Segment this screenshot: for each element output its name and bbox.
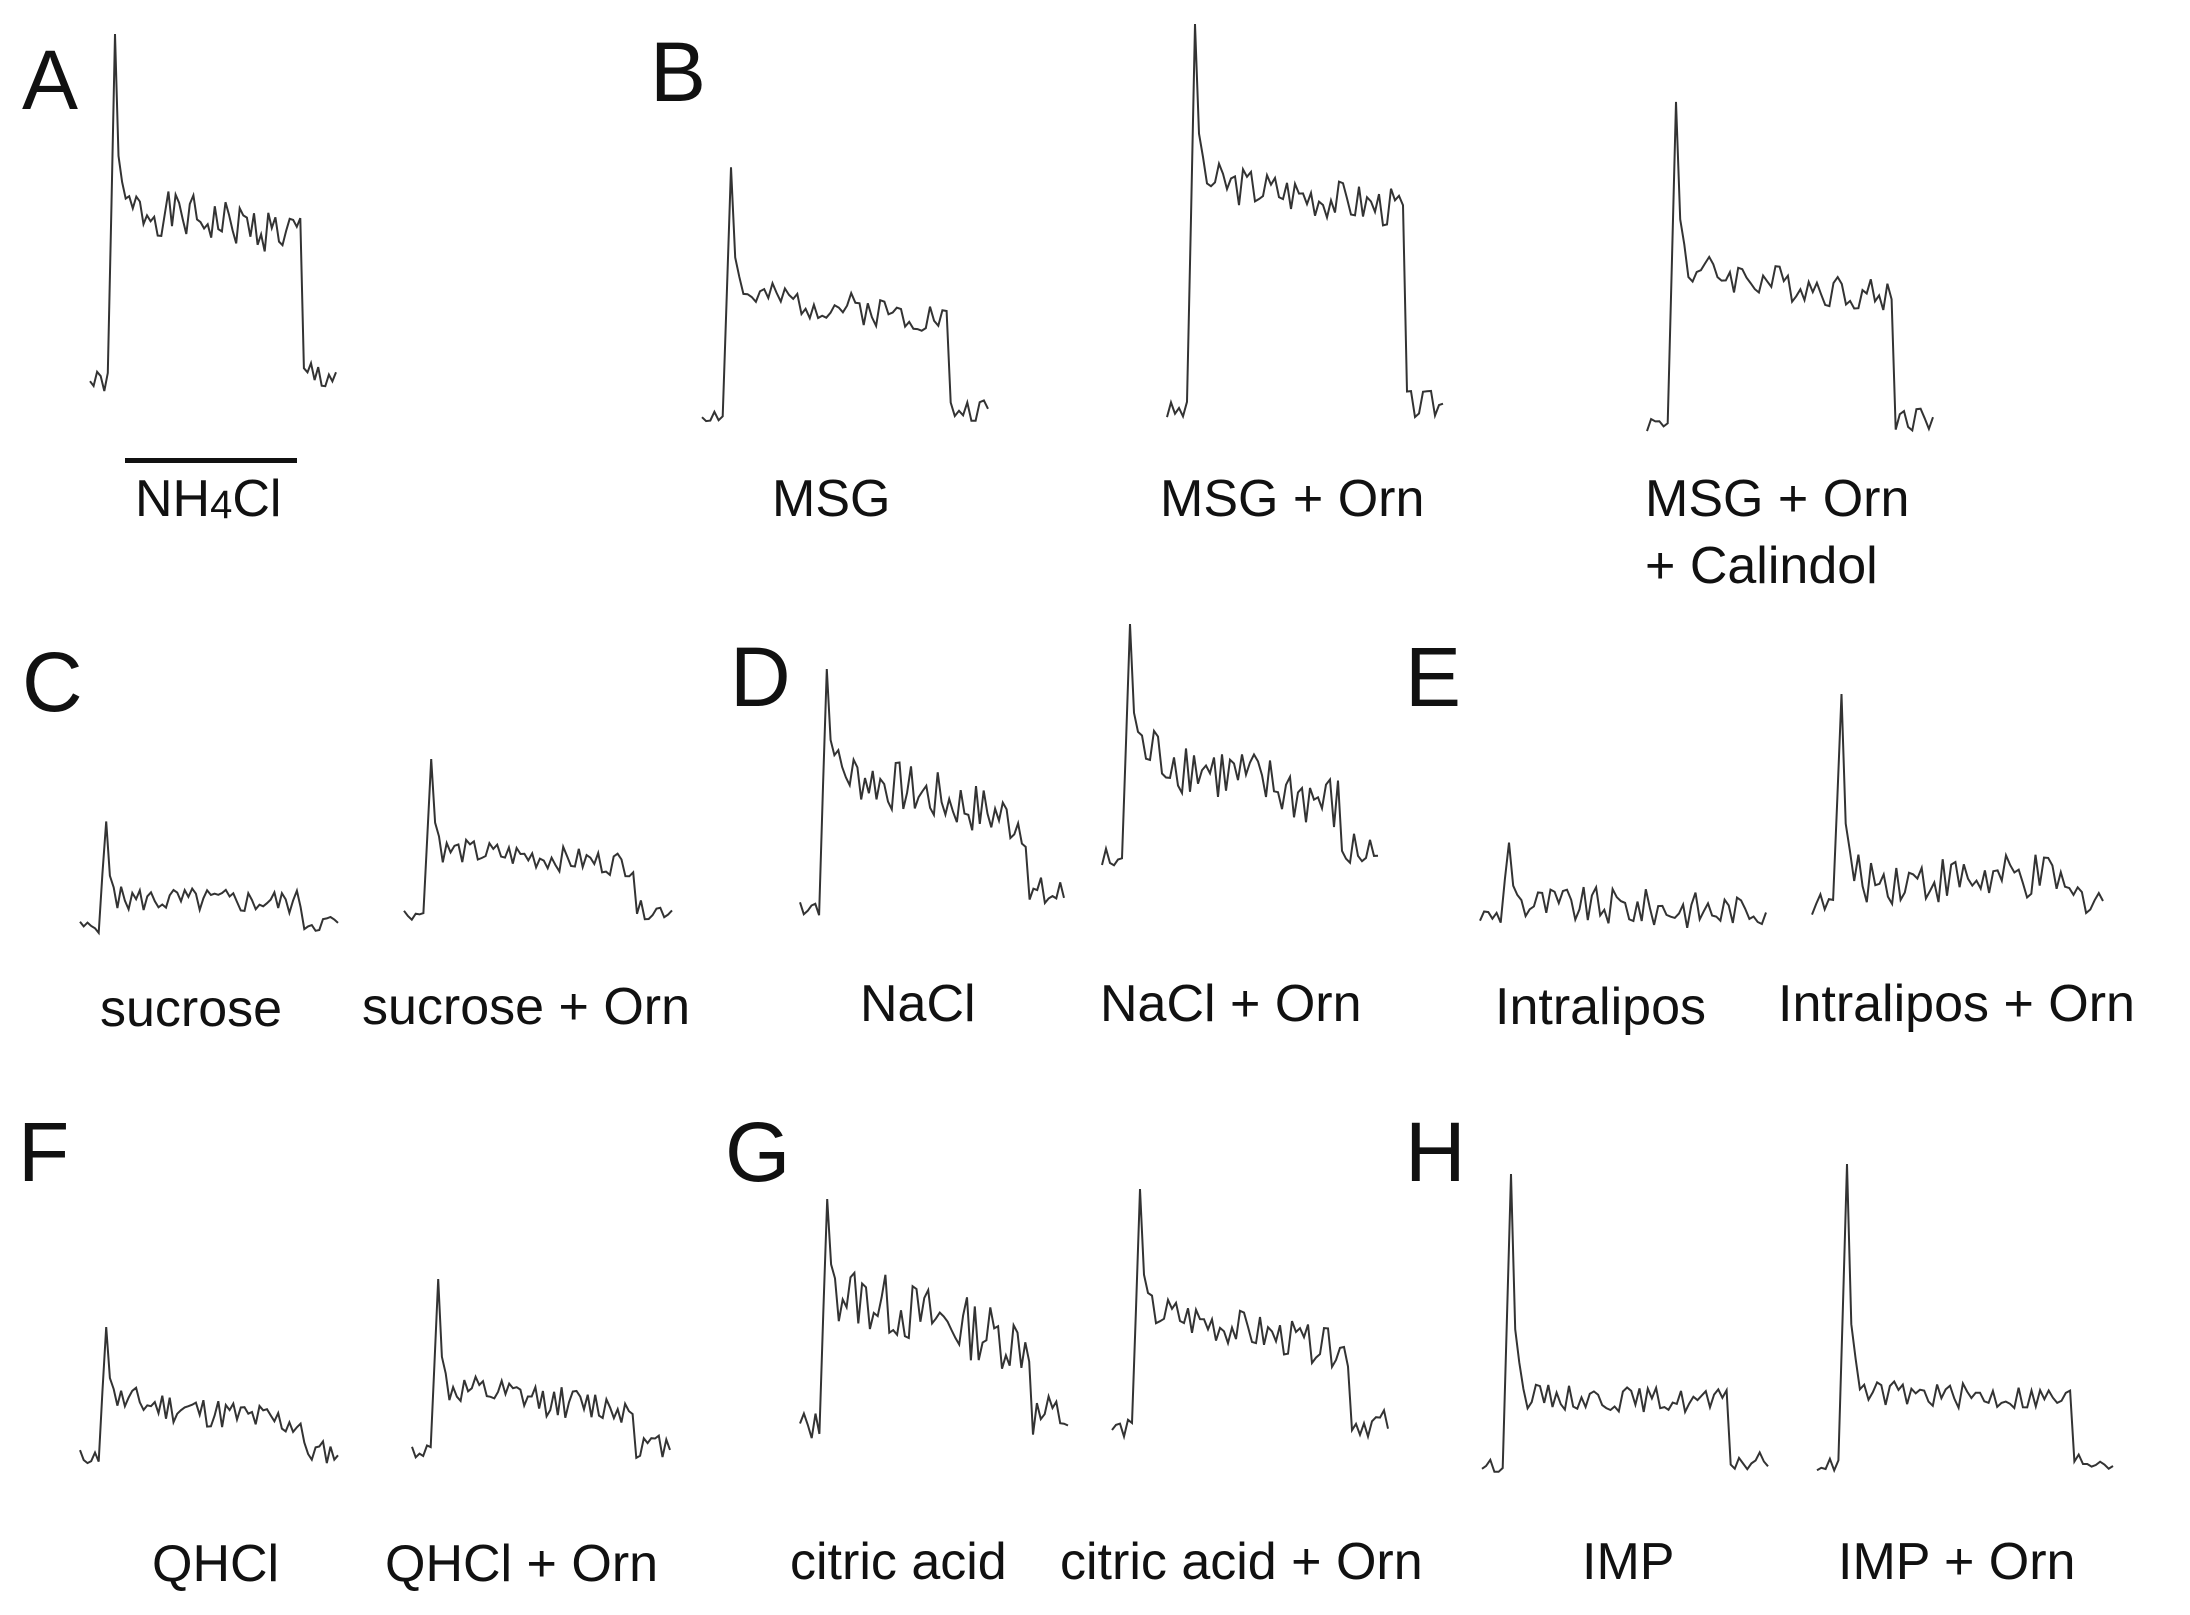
trace-label-citric-acid-orn: citric acid + Orn <box>1060 1533 1423 1591</box>
trace-c-sucrose-orn <box>403 758 673 922</box>
panel-letter-a: A <box>22 33 79 127</box>
trace-a-nh4cl <box>89 33 337 392</box>
trace-label-msg-orn-calindol-1: MSG + Orn <box>1645 470 1910 528</box>
trace-label-intralipos: Intralipos <box>1495 978 1706 1036</box>
trace-d-nacl <box>799 668 1065 916</box>
trace-e-intralipos-orn <box>1811 693 2104 915</box>
trace-line <box>1166 23 1444 420</box>
label-subscript: 4 <box>210 483 233 527</box>
trace-g-citric-acid <box>799 1198 1069 1439</box>
trace-line <box>799 668 1065 916</box>
trace-label-sucrose: sucrose <box>100 980 283 1038</box>
label-cl: Cl <box>232 470 282 528</box>
trace-line <box>1646 101 1934 433</box>
trace-line <box>1101 623 1379 867</box>
panel-letter-b: B <box>650 25 707 119</box>
trace-line <box>403 758 673 922</box>
trace-b-msg-orn <box>1166 23 1444 420</box>
trace-line <box>1816 1163 2114 1474</box>
trace-c-sucrose <box>79 821 339 936</box>
trace-label-imp: IMP <box>1582 1533 1675 1591</box>
trace-h-imp <box>1481 1173 1769 1473</box>
trace-label-nacl: NaCl <box>860 975 976 1033</box>
trace-label-nacl-orn: NaCl + Orn <box>1100 975 1362 1033</box>
trace-b-msg-orn-calindol <box>1646 101 1934 433</box>
trace-line <box>79 1327 339 1465</box>
trace-line <box>1479 842 1767 928</box>
trace-line <box>411 1278 671 1460</box>
trace-label-qhcl-orn: QHCl + Orn <box>385 1535 659 1593</box>
stimulus-bar <box>125 458 297 463</box>
trace-label-citric-acid: citric acid <box>790 1533 1007 1591</box>
panel-letter-f: F <box>18 1105 70 1199</box>
panel-letter-c: C <box>22 635 83 729</box>
trace-label-msg: MSG <box>772 470 891 528</box>
trace-line <box>701 167 989 423</box>
trace-g-citric-acid-orn <box>1111 1188 1389 1441</box>
trace-label-intralipos-orn: Intralipos + Orn <box>1778 975 2135 1033</box>
trace-line <box>1111 1188 1389 1441</box>
panel-letter-g: G <box>725 1105 791 1199</box>
trace-label-imp-orn: IMP + Orn <box>1838 1533 2076 1591</box>
trace-e-intralipos <box>1479 842 1767 928</box>
trace-f-qhcl-orn <box>411 1278 671 1460</box>
trace-line <box>79 821 339 936</box>
trace-label-sucrose-orn: sucrose + Orn <box>362 978 691 1036</box>
trace-label-nh4cl: NH4Cl <box>135 470 281 530</box>
trace-h-imp-orn <box>1816 1163 2114 1474</box>
trace-line <box>799 1198 1069 1439</box>
panel-letter-h: H <box>1405 1105 1466 1199</box>
trace-d-nacl-orn <box>1101 623 1379 867</box>
panel-letter-d: D <box>730 630 791 724</box>
trace-label-msg-orn: MSG + Orn <box>1160 470 1425 528</box>
trace-line <box>1481 1173 1769 1473</box>
label-nh: NH <box>135 470 211 528</box>
trace-label-qhcl: QHCl <box>152 1535 280 1593</box>
trace-line <box>1811 693 2104 915</box>
panel-letter-e: E <box>1405 630 1462 724</box>
trace-line <box>89 33 337 392</box>
trace-b-msg <box>701 167 989 423</box>
trace-label-msg-orn-calindol-2: + Calindol <box>1645 537 1878 595</box>
trace-f-qhcl <box>79 1327 339 1465</box>
